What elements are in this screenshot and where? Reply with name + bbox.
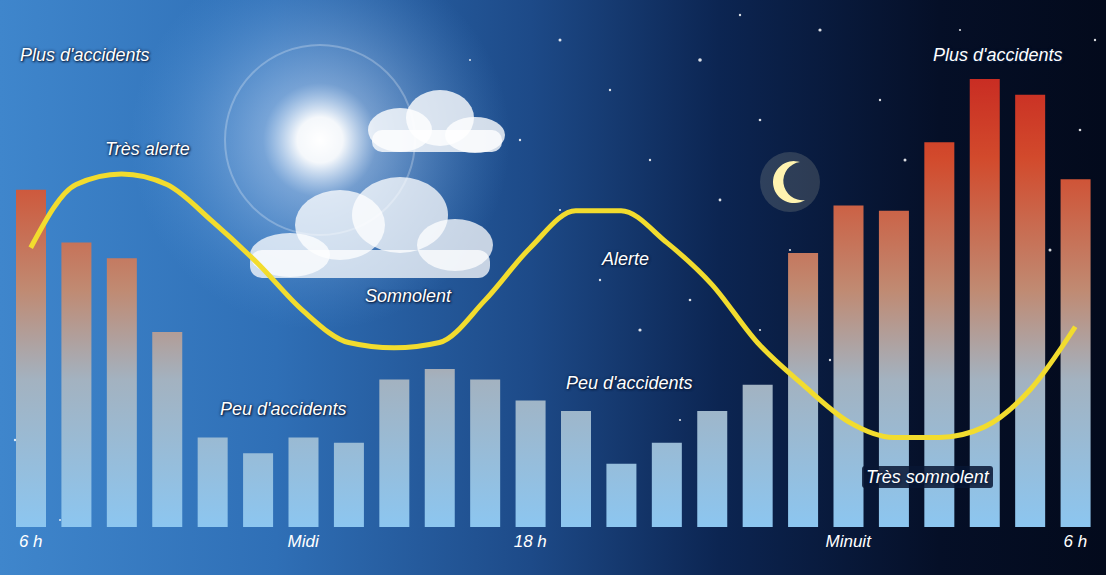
svg-text:6 h: 6 h: [1063, 532, 1087, 551]
html-text:Somnolent: Somnolent: [365, 286, 452, 306]
svg-text:6 h: 6 h: [19, 532, 43, 551]
svg-text:Minuit: Minuit: [826, 532, 873, 551]
svg-text:18 h: 18 h: [514, 532, 547, 551]
html-text:Peu d'accidents: Peu d'accidents: [220, 399, 347, 419]
html-text:Plus d'accidents: Plus d'accidents: [933, 45, 1063, 65]
html-text:Très alerte: Très alerte: [105, 139, 190, 159]
html-text:Plus d'accidents: Plus d'accidents: [20, 45, 150, 65]
html-text:Alerte: Alerte: [602, 249, 649, 269]
svg-text:Midi: Midi: [288, 532, 320, 551]
html-text:Peu d'accidents: Peu d'accidents: [566, 373, 693, 393]
html-text:Très somnolent: Très somnolent: [866, 467, 989, 487]
